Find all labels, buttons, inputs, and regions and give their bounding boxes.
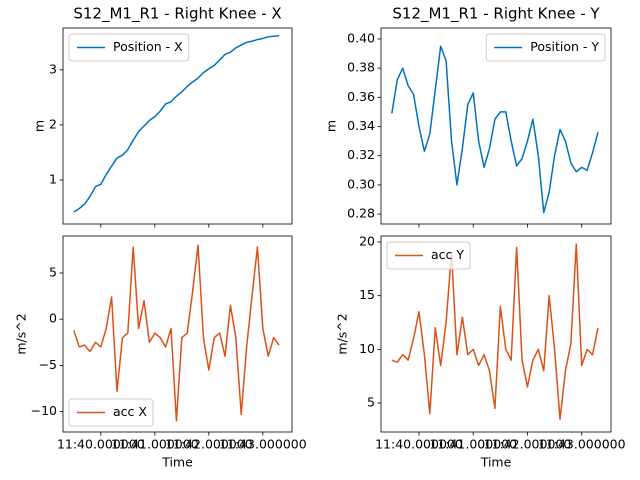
chart-title: S12_M1_R1 - Right Knee - Y — [392, 5, 600, 24]
legend-box — [68, 398, 154, 427]
y-tick-label: 5 — [367, 395, 375, 410]
x-tick-label: 11:42.000000 — [484, 437, 572, 452]
axes-frame — [380, 235, 612, 433]
y-tick-label: 0.40 — [347, 30, 375, 45]
axes-frame — [62, 235, 293, 433]
y-tick-label: 3 — [49, 61, 57, 76]
x-axis-label: Time — [480, 455, 512, 470]
y-tick-label: 20 — [359, 234, 375, 249]
x-tick-label: 11:40.000000 — [375, 437, 463, 452]
y-tick-label: −5 — [39, 357, 57, 372]
axes-frame — [380, 27, 612, 225]
y-tick-label: 1 — [49, 171, 57, 186]
y-tick-label: 5 — [49, 264, 57, 279]
y-axis-label: m/s^2 — [14, 313, 29, 354]
data-line — [73, 244, 280, 422]
y-tick-label: 0 — [49, 311, 57, 326]
x-axis-label: Time — [161, 455, 193, 470]
y-tick-label: 0.34 — [347, 118, 375, 133]
y-tick-label: 0.36 — [347, 89, 375, 104]
legend-label: Position - Y — [530, 39, 599, 54]
legend-box — [485, 33, 606, 62]
y-tick-label: 0.38 — [347, 60, 375, 75]
y-tick-label: 15 — [359, 287, 375, 302]
legend: Position - Y — [485, 33, 606, 62]
legend: acc X — [68, 398, 154, 427]
legend-label: acc X — [113, 404, 147, 419]
chart-title: S12_M1_R1 - Right Knee - X — [73, 5, 281, 24]
legend: acc Y — [386, 241, 471, 270]
y-tick-label: 0.32 — [347, 147, 375, 162]
legend-label: Position - X — [113, 39, 183, 54]
y-axis-label: m — [32, 120, 47, 132]
y-tick-label: −10 — [31, 403, 57, 418]
x-tick-label: 11:42.000000 — [165, 437, 253, 452]
legend-box — [386, 241, 471, 270]
legend-label: acc Y — [431, 247, 464, 262]
y-tick-label: 10 — [359, 341, 375, 356]
axes-frame — [62, 27, 293, 225]
y-tick-label: 0.28 — [347, 206, 375, 221]
x-tick-label: 11:43.000000 — [219, 437, 307, 452]
x-tick-label: 11:41.000000 — [429, 437, 517, 452]
legend: Position - X — [68, 33, 190, 62]
data-line — [73, 34, 280, 213]
legend-box — [68, 33, 190, 62]
y-axis-label: m/s^2 — [335, 313, 350, 354]
y-tick-label: 2 — [49, 116, 57, 131]
x-tick-label: 11:40.000000 — [57, 437, 145, 452]
y-axis-label: m — [324, 120, 339, 132]
data-line — [391, 45, 599, 214]
x-tick-label: 11:43.000000 — [538, 437, 626, 452]
x-tick-label: 11:41.000000 — [111, 437, 199, 452]
y-tick-label: 0.30 — [347, 176, 375, 191]
data-line — [391, 243, 599, 420]
